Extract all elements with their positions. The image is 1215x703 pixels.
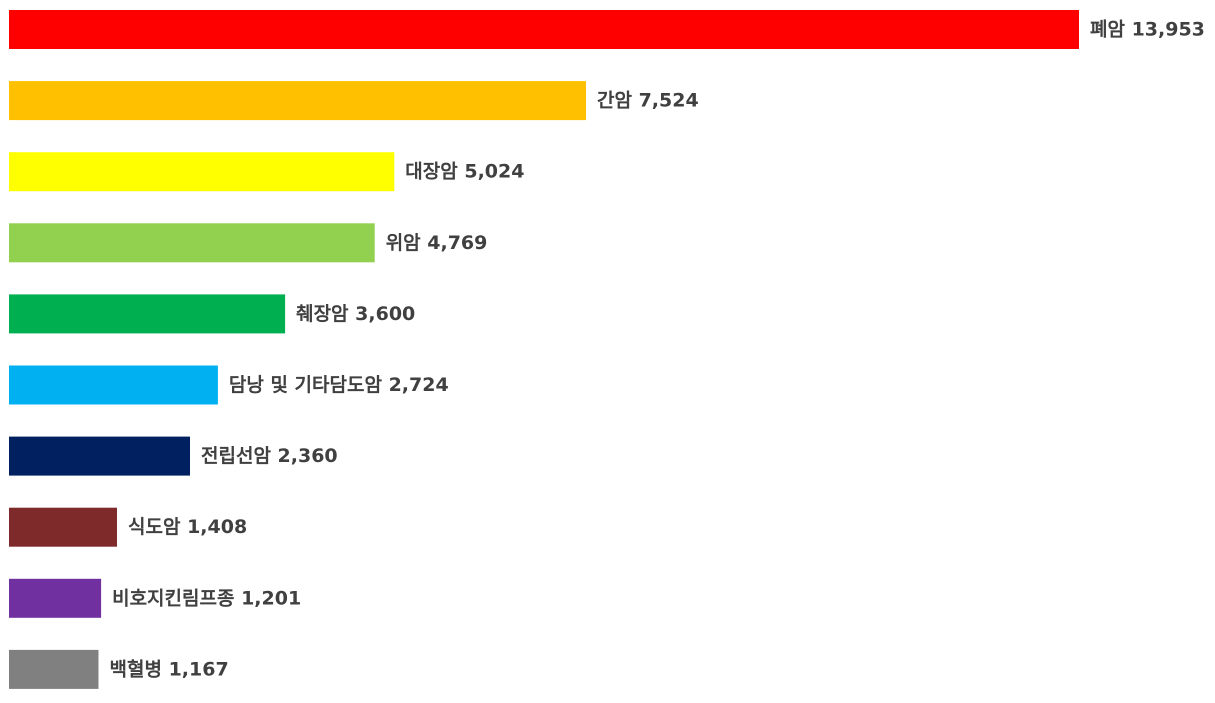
category-label: 폐암 [1090,19,1125,41]
value-label: 7,524 [632,90,699,112]
bar-label-2: 간암 7,524 [597,90,699,112]
category-label: 비호지킨림프종 [112,587,234,609]
bar-8 [9,507,117,547]
bar-label-6: 담낭 및 기타담도암 2,724 [229,374,449,396]
bar-9 [9,578,102,618]
value-label: 2,360 [271,445,338,467]
bar-10 [9,649,99,689]
bar-label-4: 위암 4,769 [386,232,488,254]
bar-label-3: 대장암 5,024 [405,161,524,183]
value-label: 1,408 [180,516,247,538]
category-label: 간암 [597,90,632,112]
value-label: 2,724 [382,374,449,396]
bar-label-10: 백혈병 1,167 [110,657,229,680]
bar-label-7: 전립선암 2,360 [201,445,338,467]
category-label: 식도암 [128,516,181,538]
value-label: 5,024 [458,161,525,183]
bar-2 [9,81,586,121]
bar-3 [9,152,395,192]
bar-6 [9,365,218,405]
labels-layer: 폐암 13,953 간암 7,524 대장암 5,024 위암 4,769 췌장암 3,… [110,19,1205,681]
category-label: 전립선암 [201,445,271,467]
bar-label-9: 비호지킨림프종 1,201 [112,587,301,609]
bar-label-8: 식도암 1,408 [128,516,247,538]
category-label: 담낭 및 기타담도암 [229,374,383,396]
category-label: 대장암 [405,161,458,183]
bar-5 [9,294,286,334]
bar-7 [9,436,190,476]
bars-layer [9,10,1079,689]
value-label: 1,167 [162,658,229,680]
bar-label-5: 췌장암 3,600 [296,303,415,325]
category-label: 백혈병 [110,657,162,680]
value-label: 1,201 [234,587,301,609]
value-label: 3,600 [349,303,416,325]
bar-label-1: 폐암 13,953 [1090,19,1205,41]
value-label: 13,953 [1125,19,1205,41]
bar-1 [9,10,1079,49]
category-label: 췌장암 [296,303,349,325]
category-label: 위암 [386,232,421,254]
value-label: 4,769 [421,232,488,254]
bar-4 [9,223,375,263]
